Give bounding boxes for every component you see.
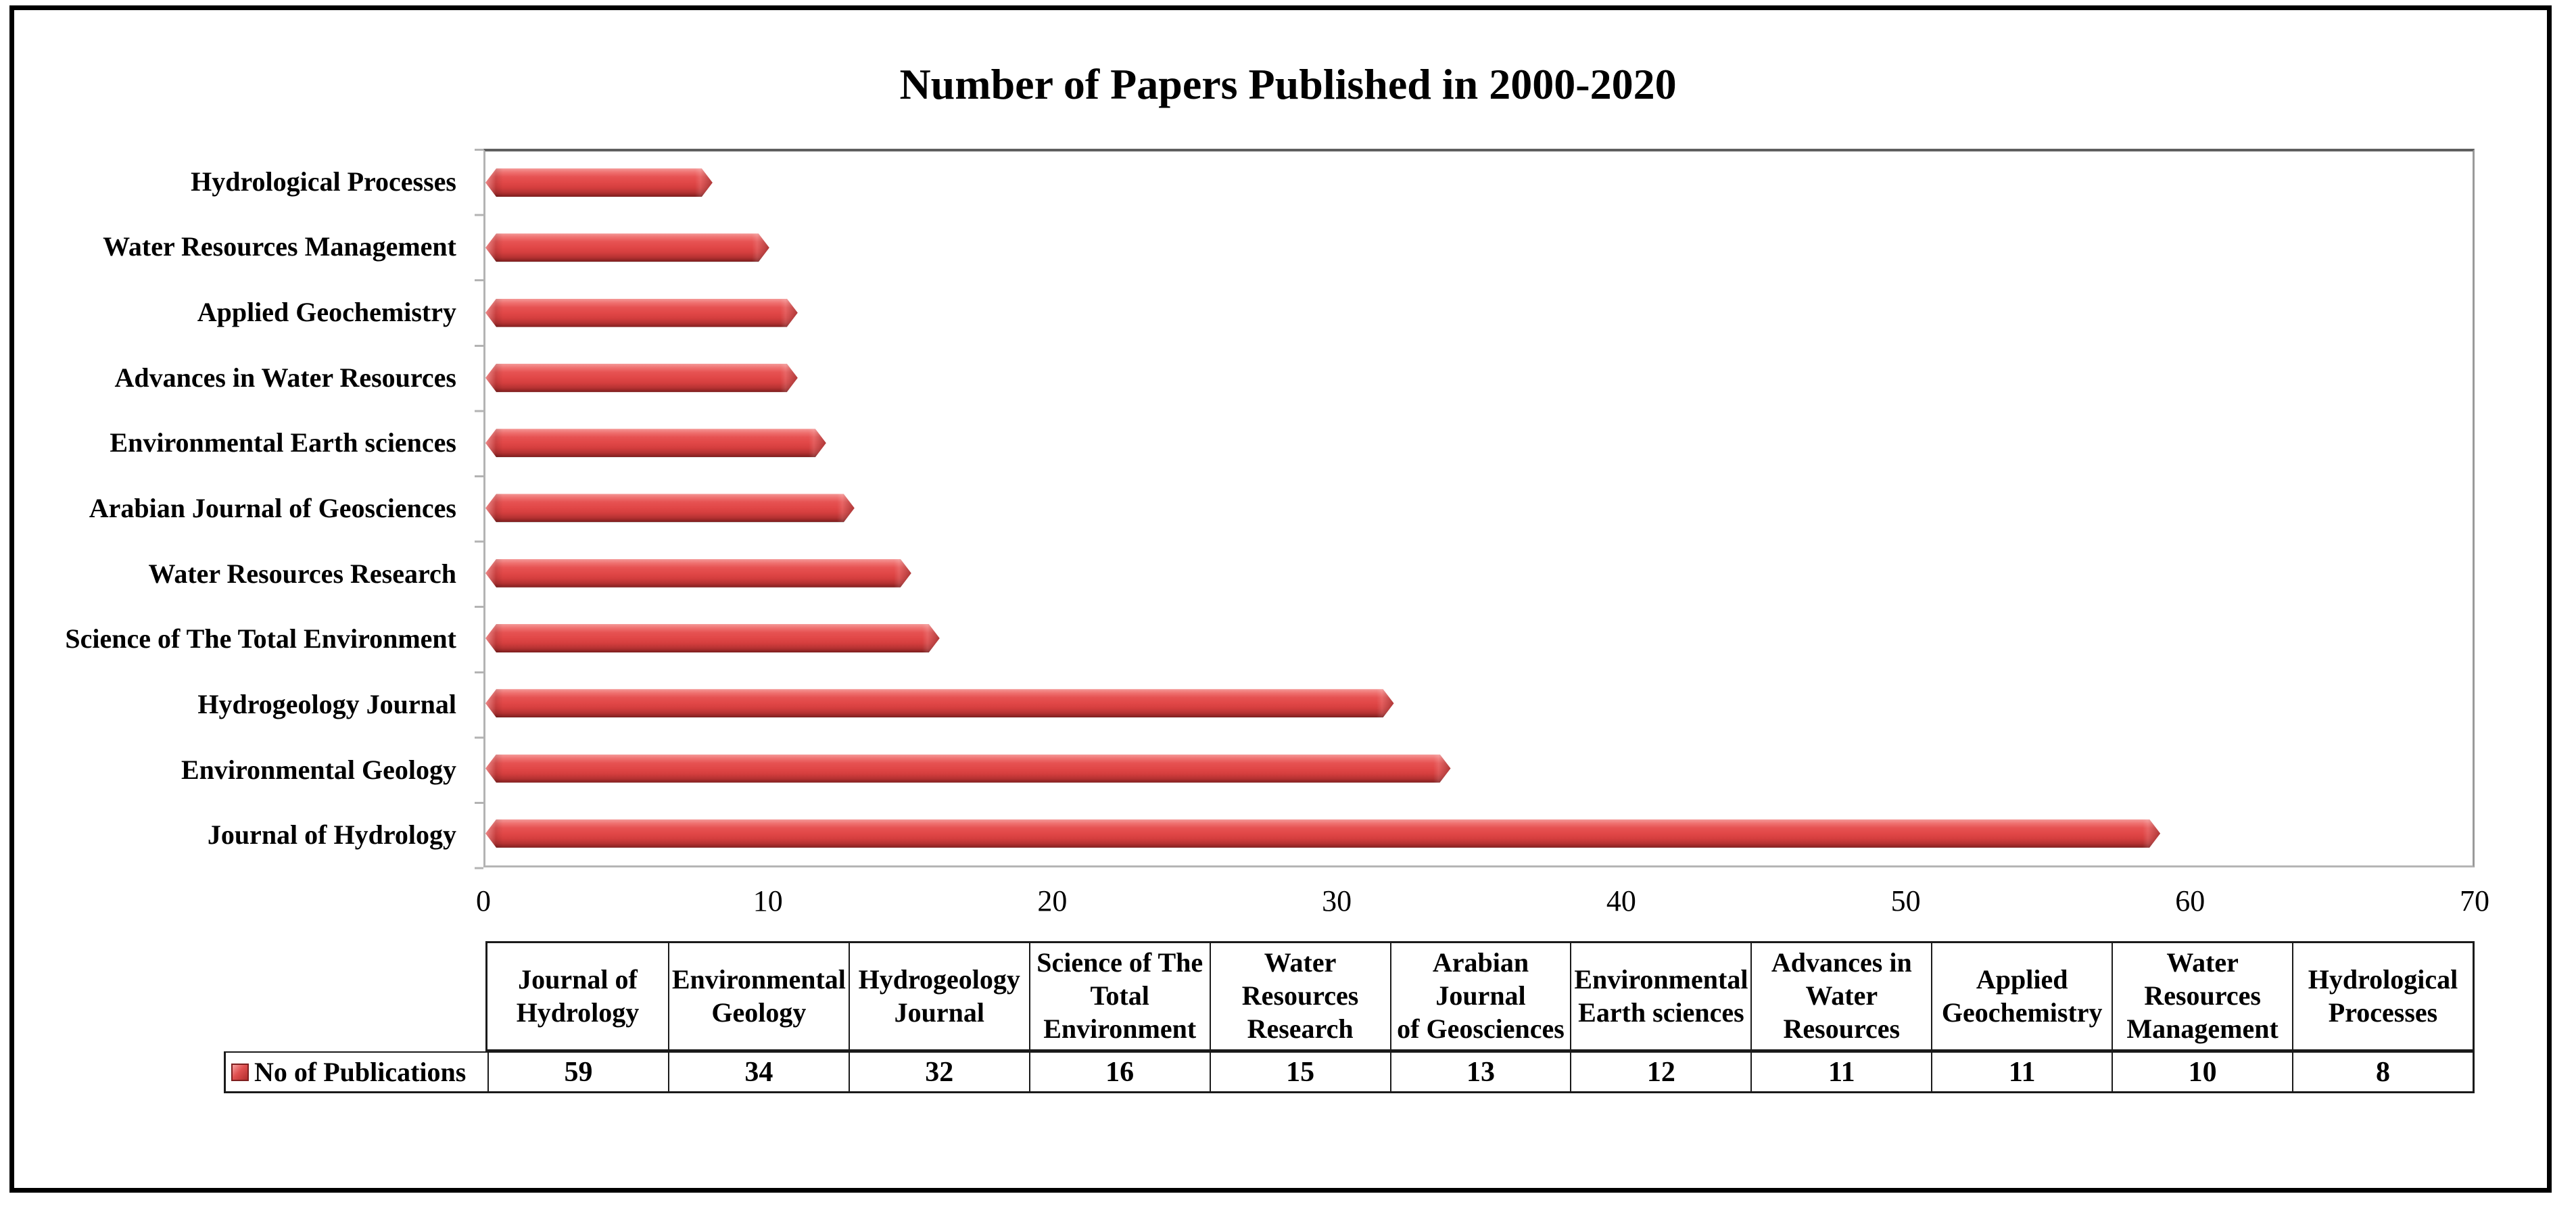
bar-row — [485, 541, 2473, 606]
bar-row — [485, 801, 2473, 866]
category-label: Water Resources Management — [103, 231, 456, 262]
x-axis-tick-label: 40 — [1606, 884, 1636, 917]
table-value-cell: 10 — [2112, 1053, 2292, 1091]
table-value-cell: 12 — [1570, 1053, 1750, 1091]
table-value-cell: 13 — [1389, 1053, 1571, 1091]
table-value-cell: 32 — [848, 1053, 1029, 1091]
category-label: Water Resources Research — [148, 558, 456, 589]
legend-swatch-icon — [231, 1063, 249, 1081]
category-label: Science of The Total Environment — [65, 623, 456, 654]
data-table-value-row: No of Publications 59 34 32 16 15 13 12 … — [224, 1051, 2475, 1093]
table-value-cell: 59 — [487, 1053, 668, 1091]
category-axis-labels: Hydrological Processes Water Resources M… — [20, 149, 469, 867]
category-label: Environmental Geology — [181, 754, 456, 785]
chart-title: Number of Papers Published in 2000-2020 — [899, 60, 1677, 108]
bar-row — [485, 215, 2473, 280]
category-label: Hydrological Processes — [191, 166, 456, 197]
table-header-cell: Journal of Hydrology — [516, 963, 640, 1028]
bar-environmental-geology — [485, 755, 1451, 783]
value-axis-labels: 0 10 20 30 40 50 60 70 — [476, 884, 2489, 922]
category-label: Environmental Earth sciences — [110, 427, 456, 458]
table-value-cell: 11 — [1750, 1053, 1931, 1091]
table-header-cell: Arabian Journal of Geosciences — [1389, 943, 1571, 1049]
category-axis-ticks — [475, 149, 483, 869]
category-label: Advances in Water Resources — [114, 362, 456, 393]
bar-applied-geochemistry — [485, 299, 798, 327]
table-value-cell: 15 — [1209, 1053, 1390, 1091]
table-header-cell: Advances in Water Resources — [1750, 943, 1931, 1049]
data-table-header-row: Journal of Hydrology Environmental Geolo… — [485, 941, 2475, 1051]
bar-hydrological-processes — [485, 168, 713, 197]
x-axis-tick-label: 50 — [1890, 884, 1921, 917]
table-header-cell: Science of The Total Environment — [1028, 943, 1210, 1049]
x-axis-tick-label: 60 — [2175, 884, 2205, 917]
bar-row — [485, 410, 2473, 475]
x-axis-tick-label: 30 — [1322, 884, 1352, 917]
table-header-cell: Hydrological Processes — [2292, 943, 2473, 1049]
table-header-cell: Hydrogeology Journal — [848, 943, 1029, 1049]
table-header-cell: Environmental Geology — [667, 943, 849, 1049]
table-header-cell: Water Resources Management — [2112, 943, 2292, 1049]
bar-water-resources-research — [485, 559, 911, 588]
x-axis-tick-label: 20 — [1037, 884, 1068, 917]
table-value-cell: 16 — [1028, 1053, 1210, 1091]
bar-environmental-earth-sciences — [485, 429, 826, 457]
bar-arabian-journal-of-geosciences — [485, 494, 855, 522]
x-axis-tick-label: 10 — [753, 884, 783, 917]
x-axis-tick-label: 70 — [2460, 884, 2489, 917]
bar-water-resources-management — [485, 233, 769, 262]
bar-row — [485, 671, 2473, 736]
table-value-cell: 11 — [1931, 1053, 2112, 1091]
bar-row — [485, 475, 2473, 540]
bar-journal-of-hydrology — [485, 819, 2160, 848]
bar-row — [485, 345, 2473, 410]
bar-row — [485, 736, 2473, 801]
table-header-cell: Environmental Earth sciences — [1570, 943, 1750, 1049]
table-header-cell: Water Resources Research — [1209, 943, 1390, 1049]
bar-row — [485, 606, 2473, 671]
bar-science-of-the-total-environment — [485, 624, 940, 652]
bar-advances-in-water-resources — [485, 364, 798, 392]
bar-hydrogeology-journal — [485, 689, 1394, 717]
bar-series — [485, 150, 2473, 866]
category-label: Journal of Hydrology — [207, 819, 456, 851]
legend-label: No of Publications — [254, 1057, 467, 1087]
table-value-cell: 34 — [667, 1053, 849, 1091]
table-value-cell: 8 — [2292, 1053, 2473, 1091]
category-label: Applied Geochemistry — [197, 297, 456, 328]
bar-row — [485, 281, 2473, 345]
bar-row — [485, 150, 2473, 215]
legend-cell: No of Publications — [226, 1053, 487, 1091]
category-label: Arabian Journal of Geosciences — [89, 493, 456, 524]
category-label: Hydrogeology Journal — [197, 688, 456, 719]
x-axis-tick-label: 0 — [476, 884, 491, 917]
table-header-cell: Applied Geochemistry — [1931, 943, 2112, 1049]
